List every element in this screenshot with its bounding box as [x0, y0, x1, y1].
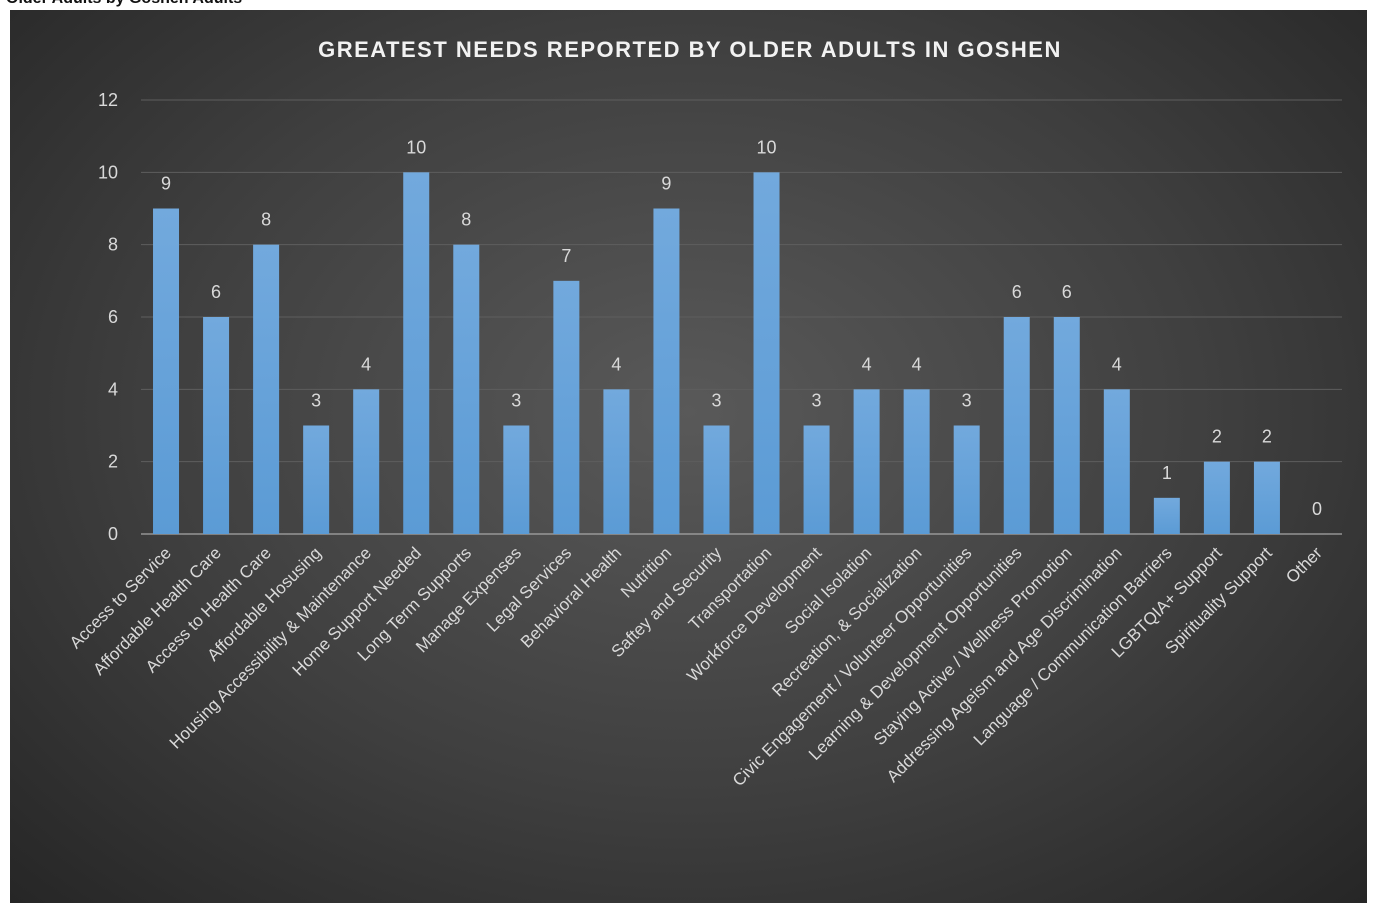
bar [1253, 461, 1280, 534]
bar [903, 389, 930, 534]
data-labels: 9 6 8 3 4 10 8 3 7 4 9 3 10 3 4 4 3 6 6 4 1 2 2 0 [161, 137, 1322, 519]
y-tick-label: 4 [108, 379, 118, 399]
chart-panel [10, 10, 1367, 903]
data-label: 10 [757, 137, 777, 157]
bar [1053, 317, 1080, 534]
x-tick-label: Other [1282, 543, 1326, 587]
bar [603, 389, 630, 534]
y-tick-label: 10 [98, 162, 118, 182]
x-tick-label: Addressing Ageism and Age Discrimination [883, 543, 1126, 786]
data-label: 9 [161, 174, 171, 194]
chart-title: GREATEST NEEDS REPORTED BY OLDER ADULTS … [318, 37, 1062, 62]
data-label: 4 [912, 354, 922, 374]
data-label: 3 [812, 391, 822, 411]
x-tick-label: Social Isolation [781, 543, 875, 637]
data-label: 4 [361, 354, 371, 374]
bar [653, 208, 680, 534]
gridlines [141, 99, 1342, 535]
bar [1153, 497, 1180, 534]
data-label: 7 [561, 246, 571, 266]
top-caption-strip: Older Adults by Goshen Adults [0, 0, 1377, 10]
y-tick-label: 6 [108, 307, 118, 327]
data-label: 9 [661, 174, 671, 194]
bar [753, 172, 780, 535]
data-label: 6 [1062, 282, 1072, 302]
bar [253, 244, 280, 534]
data-label: 3 [511, 391, 521, 411]
data-label: 8 [461, 210, 471, 230]
bar [203, 317, 230, 534]
data-label: 6 [1012, 282, 1022, 302]
data-label: 4 [862, 354, 872, 374]
data-label: 10 [406, 137, 426, 157]
bar [703, 425, 730, 534]
y-tick-label: 12 [98, 90, 118, 110]
data-label: 0 [1312, 499, 1322, 519]
data-label: 3 [962, 391, 972, 411]
bar [1203, 461, 1230, 534]
y-tick-label: 2 [108, 452, 118, 472]
data-label: 2 [1262, 427, 1272, 447]
data-label: 3 [311, 391, 321, 411]
top-caption-text: Older Adults by Goshen Adults [6, 0, 242, 8]
bar [353, 389, 380, 534]
y-axis-ticks: 0 2 4 6 8 10 12 [98, 90, 118, 544]
data-label: 3 [711, 391, 721, 411]
bar [453, 244, 480, 534]
data-label: 4 [1112, 354, 1122, 374]
data-label: 6 [211, 282, 221, 302]
bar [153, 208, 180, 534]
data-label: 4 [611, 354, 621, 374]
data-label: 2 [1212, 427, 1222, 447]
bar [953, 425, 980, 534]
y-tick-label: 8 [108, 235, 118, 255]
bar [303, 425, 330, 534]
bars [153, 172, 1280, 535]
bar [853, 389, 880, 534]
bar [1003, 317, 1030, 534]
bar [553, 280, 580, 534]
bar [1103, 389, 1130, 534]
y-tick-label: 0 [108, 524, 118, 544]
data-label: 8 [261, 210, 271, 230]
bar [803, 425, 830, 534]
bar [403, 172, 430, 535]
bar [503, 425, 530, 534]
data-label: 1 [1162, 463, 1172, 483]
